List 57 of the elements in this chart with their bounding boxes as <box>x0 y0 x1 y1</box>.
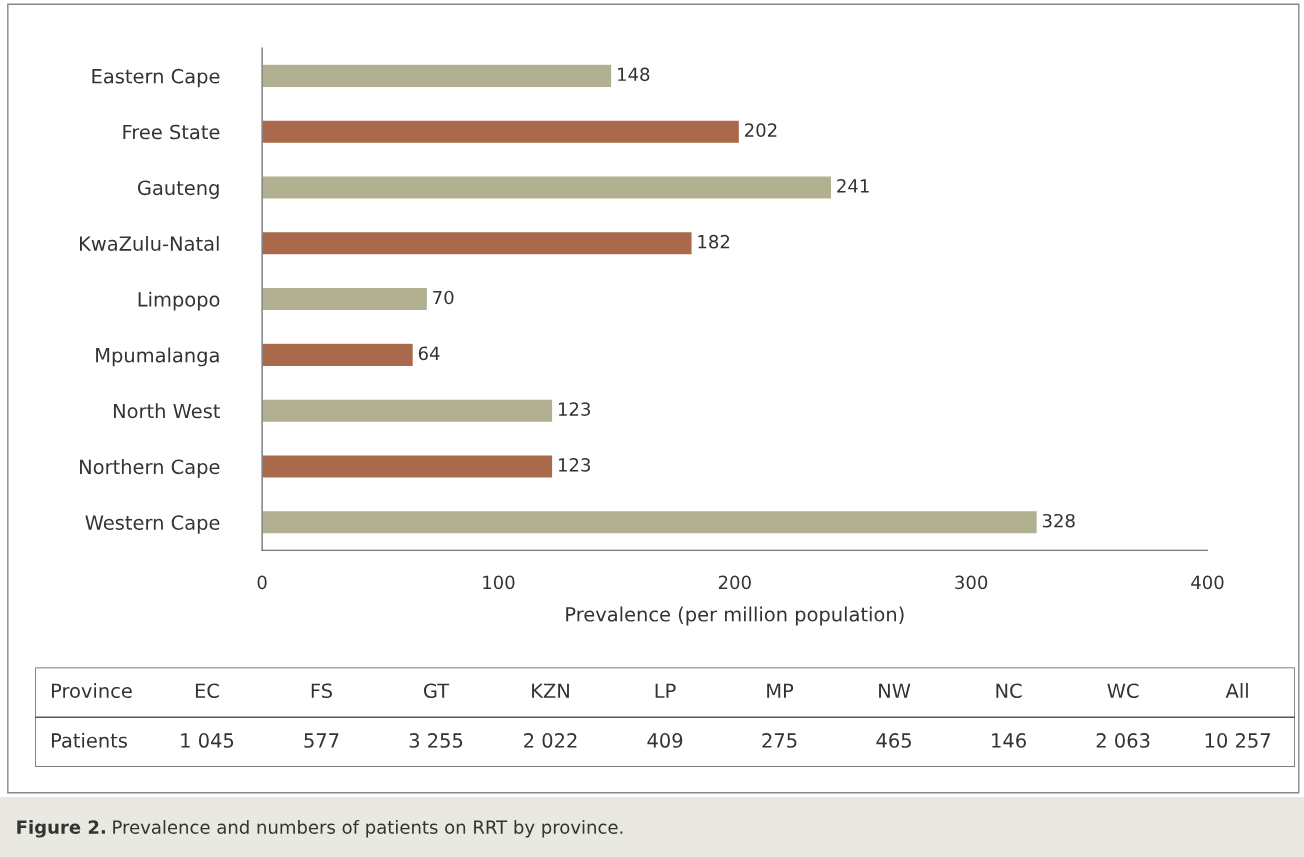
text: 3 255 <box>409 733 463 748</box>
data-label: 182 <box>698 234 730 249</box>
text: 2 063 <box>1096 733 1150 748</box>
category-label: All <box>1225 683 1248 698</box>
x-tick-label: 100 <box>483 575 515 590</box>
text: 275 <box>762 733 797 748</box>
text: 2 022 <box>524 733 577 748</box>
data-label: 123 <box>558 402 590 416</box>
y-tick-label: Gauteng <box>137 180 219 199</box>
text: 1 045 <box>181 733 234 748</box>
bar <box>262 63 613 89</box>
text: 465 <box>876 733 911 748</box>
data-label: 328 <box>1042 513 1075 528</box>
text: 409 <box>647 733 683 748</box>
text: Patients <box>52 732 127 748</box>
data-label: 241 <box>837 179 869 193</box>
x-tick-label: 200 <box>718 575 751 590</box>
category-label: NC <box>996 683 1022 699</box>
category-label: WC <box>1107 683 1139 699</box>
text: 577 <box>304 733 339 748</box>
bar <box>262 175 833 200</box>
bar <box>262 509 1039 535</box>
text: 10 257 <box>1205 733 1270 748</box>
text: 146 <box>992 733 1026 748</box>
data-label: 202 <box>745 123 777 137</box>
bar <box>262 454 554 479</box>
category-label: EC <box>195 683 219 699</box>
caption: Figure 2. <box>17 819 105 838</box>
x-axis-title: Prevalence (per million population) <box>566 606 904 626</box>
text: Prevalence and numbers of patients on RRT by province. <box>113 819 623 838</box>
category-label: GT <box>423 683 450 699</box>
y-tick-label: Free State <box>123 124 220 140</box>
data-label: 70 <box>433 290 454 305</box>
data-label: 123 <box>558 458 590 472</box>
category-label: Province <box>52 683 132 699</box>
x-tick-label: 0 <box>257 575 267 590</box>
category-label: MP <box>767 683 794 698</box>
category-label: LP <box>655 683 676 698</box>
category-label: FS <box>311 683 333 699</box>
x-tick-label: 400 <box>1191 575 1224 590</box>
category-label: KZN <box>532 683 569 698</box>
data-label: 64 <box>418 346 440 361</box>
y-tick-label: Northern Cape <box>80 459 220 478</box>
y-tick-label: North West <box>113 403 220 419</box>
y-tick-label: Mpumalanga <box>96 347 219 367</box>
category-label: NW <box>879 683 911 698</box>
x-tick-label: 300 <box>955 575 988 590</box>
data-label: 148 <box>618 67 650 82</box>
y-tick-label: KwaZulu-Natal <box>79 235 219 251</box>
y-tick-label: Eastern Cape <box>92 68 220 88</box>
bar <box>262 230 693 256</box>
y-tick-label: Limpopo <box>138 291 220 311</box>
bar <box>262 286 429 312</box>
y-tick-label: Western Cape <box>85 515 220 534</box>
bar <box>262 342 415 368</box>
bar <box>262 398 554 424</box>
bar <box>262 119 741 145</box>
